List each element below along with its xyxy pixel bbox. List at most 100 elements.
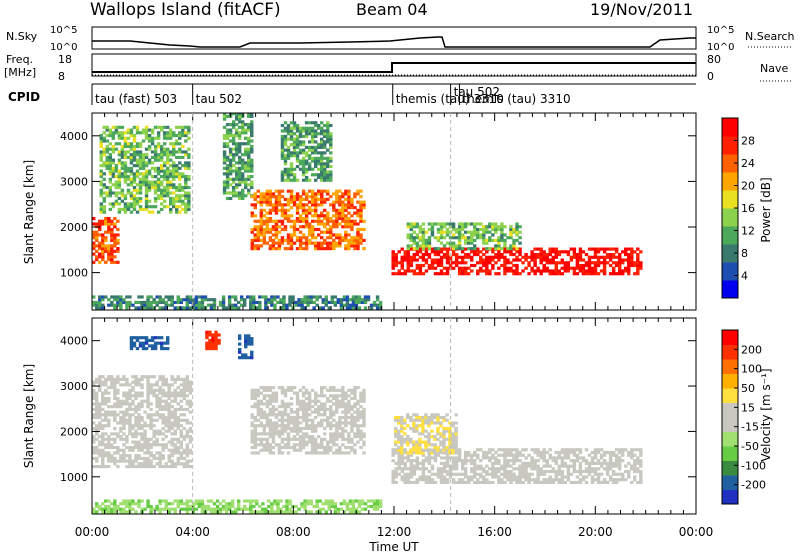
data-cell	[593, 250, 598, 254]
data-cell	[162, 133, 167, 138]
data-cell	[599, 472, 604, 476]
data-cell	[268, 424, 273, 428]
data-cell	[265, 227, 270, 232]
data-cell	[551, 480, 555, 485]
data-cell	[253, 418, 257, 422]
data-cell	[170, 410, 174, 414]
data-cell	[176, 306, 180, 310]
data-cell	[114, 128, 119, 132]
data-cell	[524, 478, 528, 482]
data-cell	[110, 437, 114, 441]
data-cell	[165, 150, 170, 154]
data-cell	[323, 407, 327, 411]
data-cell	[560, 261, 565, 265]
data-cell	[536, 453, 540, 457]
data-cell	[158, 391, 162, 395]
data-cell	[572, 255, 577, 259]
data-cell	[149, 386, 153, 390]
data-cell	[280, 445, 285, 450]
data-cell	[126, 169, 131, 173]
data-cell	[283, 167, 288, 171]
data-cell	[400, 475, 404, 479]
data-cell	[350, 238, 354, 242]
data-cell	[246, 295, 250, 299]
data-cell	[274, 219, 279, 223]
data-cell	[143, 429, 147, 433]
data-cell	[611, 478, 616, 482]
data-cell	[427, 416, 431, 420]
data-cell	[482, 263, 486, 268]
data-cell	[277, 424, 282, 428]
data-cell	[134, 410, 138, 414]
data-cell	[503, 475, 507, 479]
data-cell	[353, 238, 357, 242]
data-cell	[313, 129, 318, 133]
data-cell	[608, 459, 613, 463]
data-cell	[362, 451, 366, 455]
data-cell	[265, 394, 270, 398]
data-cell	[500, 236, 504, 240]
data-cell	[165, 191, 170, 195]
data-cell	[95, 377, 99, 382]
data-cell	[491, 467, 495, 471]
data-cell	[394, 263, 398, 268]
data-cell	[602, 467, 607, 471]
data-cell	[403, 272, 407, 276]
data-cell	[575, 258, 580, 262]
data-cell	[421, 252, 426, 257]
data-cell	[125, 465, 129, 469]
data-cell	[503, 261, 507, 265]
data-cell	[551, 467, 555, 471]
data-cell	[406, 252, 411, 257]
data-cell	[144, 125, 149, 129]
data-cell	[470, 461, 474, 465]
data-cell	[98, 421, 102, 425]
data-cell	[283, 402, 288, 406]
data-cell	[144, 202, 149, 206]
data-cell	[179, 300, 183, 305]
data-cell	[304, 244, 309, 248]
data-cell	[164, 377, 168, 382]
data-cell	[184, 177, 188, 181]
data-cell	[545, 459, 549, 463]
data-cell	[159, 169, 164, 173]
data-cell	[313, 399, 318, 403]
data-cell	[307, 164, 312, 169]
data-cell	[344, 394, 348, 398]
data-cell	[596, 261, 601, 265]
data-cell	[313, 123, 318, 128]
data-cell	[274, 241, 279, 245]
data-cell	[445, 252, 450, 257]
data-cell	[295, 394, 300, 398]
data-cell	[98, 388, 102, 392]
data-cell	[424, 467, 429, 471]
data-cell	[427, 252, 432, 257]
data-cell	[406, 263, 411, 268]
data-cell	[102, 191, 106, 195]
data-cell	[323, 241, 327, 245]
data-cell	[310, 241, 315, 245]
data-cell	[289, 126, 294, 130]
data-cell	[476, 252, 480, 257]
data-cell	[406, 435, 410, 439]
data-cell	[280, 421, 285, 425]
data-cell	[445, 459, 450, 463]
data-cell	[237, 150, 242, 154]
data-cell	[418, 443, 422, 447]
data-cell	[98, 443, 102, 447]
data-cell	[533, 467, 537, 471]
data-cell	[253, 435, 257, 439]
data-cell	[178, 155, 182, 160]
data-cell	[129, 158, 134, 162]
data-cell	[271, 445, 276, 450]
data-cell	[286, 416, 291, 420]
data-cell	[146, 445, 150, 450]
data-cell	[596, 472, 601, 476]
data-cell	[128, 418, 132, 422]
data-cell	[341, 208, 345, 212]
data-cell	[515, 459, 519, 463]
data-cell	[268, 445, 273, 450]
data-cell	[110, 230, 114, 234]
nsearch-tick-high: 10^5	[707, 25, 734, 36]
data-cell	[274, 394, 279, 398]
